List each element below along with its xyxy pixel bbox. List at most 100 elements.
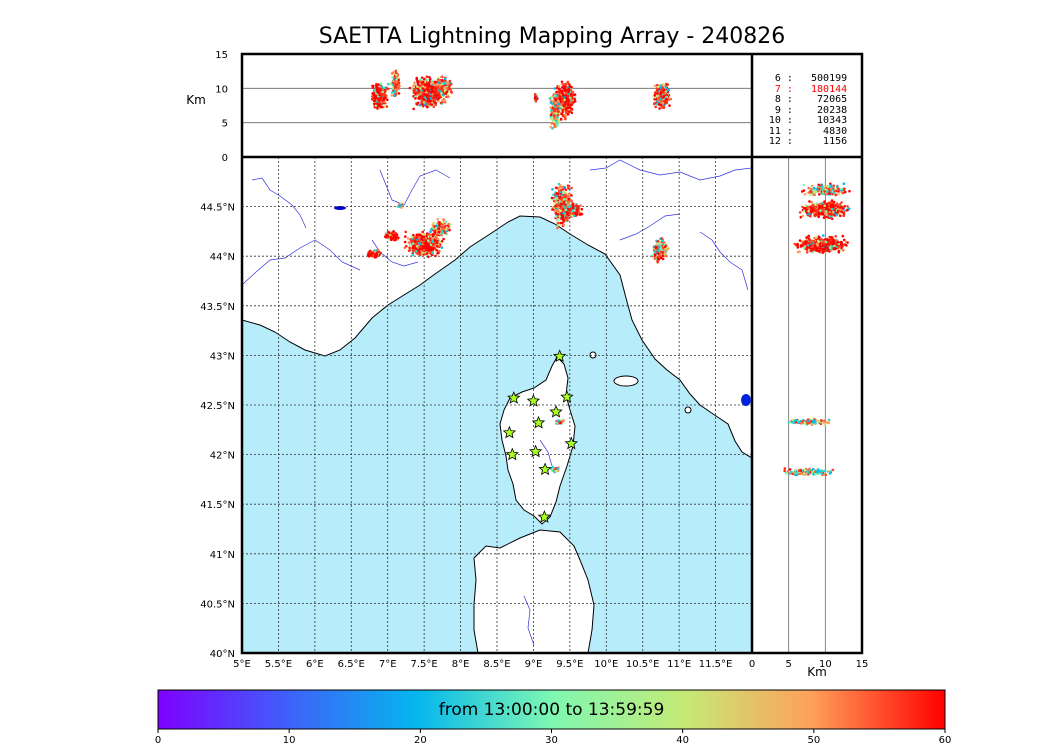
lightning-source <box>385 233 389 237</box>
lightning-source <box>557 100 560 103</box>
lightning-source <box>820 419 823 422</box>
lightning-source <box>429 99 432 102</box>
lightning-source <box>548 97 552 100</box>
lightning-source <box>393 94 396 97</box>
lightning-source <box>437 230 441 234</box>
lightning-source <box>657 103 661 106</box>
figure-frame <box>240 52 864 655</box>
lightning-source <box>661 239 664 243</box>
lightning-source <box>806 470 809 474</box>
lightning-source <box>395 80 399 83</box>
lightning-source <box>549 101 553 104</box>
lightning-source <box>380 100 383 104</box>
lightning-source <box>842 214 845 217</box>
lightning-source <box>653 102 656 106</box>
lightning-source <box>839 208 843 211</box>
lightning-source <box>809 249 812 252</box>
lightning-source <box>664 254 668 258</box>
lightning-source <box>386 98 389 102</box>
lightning-source <box>814 236 818 239</box>
lightning-source <box>379 82 383 85</box>
star-icon <box>553 349 567 363</box>
lightning-source <box>556 113 560 117</box>
lightning-source <box>551 127 554 130</box>
lightning-source <box>404 230 408 234</box>
lightning-source <box>840 246 843 250</box>
lat-tick-label: 41°N <box>210 550 235 561</box>
altitude-tick-label: 15 <box>856 659 869 670</box>
lightning-source <box>397 236 400 240</box>
lightning-source <box>808 212 811 216</box>
lightning-source <box>436 218 440 221</box>
lightning-source <box>551 188 554 191</box>
lightning-source <box>809 241 813 244</box>
lightning-source <box>389 236 393 239</box>
lightning-source <box>562 191 565 194</box>
lightning-source <box>374 255 378 259</box>
lightning-source <box>810 200 813 204</box>
lightning-source <box>553 467 557 471</box>
lightning-source <box>806 419 810 423</box>
lightning-source <box>564 208 568 212</box>
lightning-source <box>555 101 558 105</box>
lightning-source <box>433 246 436 250</box>
lightning-source <box>560 216 564 219</box>
colorbar-tick-label: 30 <box>545 735 558 746</box>
lightning-source <box>813 246 817 249</box>
lightning-source <box>824 240 828 243</box>
lightning-source <box>822 247 825 251</box>
lightning-source <box>570 186 573 190</box>
lightning-source <box>560 112 564 115</box>
lightning-source <box>842 248 845 252</box>
lat-tick-label: 44°N <box>210 252 235 263</box>
lightning-source <box>418 247 422 251</box>
lightning-source <box>434 103 438 107</box>
lightning-source <box>656 242 660 245</box>
lightning-source <box>817 420 820 423</box>
lightning-source <box>564 188 568 192</box>
colorbar-tick-label: 0 <box>155 735 161 746</box>
star-icon <box>560 390 574 403</box>
lightning-source <box>825 243 829 247</box>
lightning-source <box>422 235 426 239</box>
lightning-source <box>663 245 667 249</box>
lightning-source <box>805 236 808 239</box>
lightning-source <box>441 88 444 92</box>
lightning-source <box>418 104 422 107</box>
star-icon <box>564 436 578 450</box>
lightning-source <box>392 82 396 86</box>
lightning-source <box>839 214 842 218</box>
lon-tick-label: 6°E <box>306 659 324 670</box>
lightning-source <box>808 214 812 218</box>
lightning-source <box>435 241 439 245</box>
lightning-source <box>436 252 439 255</box>
lightning-source <box>793 419 797 423</box>
lightning-source <box>436 233 439 237</box>
lightning-source <box>659 97 663 100</box>
lightning-source <box>389 82 392 86</box>
colorbar-tick-label: 50 <box>807 735 820 746</box>
lightning-source <box>823 469 827 473</box>
lightning-source <box>798 469 801 472</box>
lightning-source <box>560 105 563 109</box>
lightning-source <box>831 188 834 192</box>
lightning-source <box>785 472 788 475</box>
lightning-source <box>566 184 570 187</box>
lightning-source <box>655 94 659 98</box>
lightning-source <box>561 98 564 101</box>
lightning-source <box>556 218 559 222</box>
lightning-source <box>566 194 569 198</box>
lightning-source <box>444 228 448 231</box>
lightning-source <box>836 210 840 214</box>
lightning-source <box>840 187 843 191</box>
lightning-source <box>429 96 433 100</box>
lightning-source <box>567 205 571 209</box>
lightning-source <box>443 81 447 84</box>
lightning-source <box>840 201 843 204</box>
lightning-source <box>383 86 387 89</box>
lightning-source <box>431 251 435 255</box>
lightning-source <box>663 99 666 103</box>
elba-island <box>613 375 639 387</box>
lightning-source <box>659 84 662 87</box>
